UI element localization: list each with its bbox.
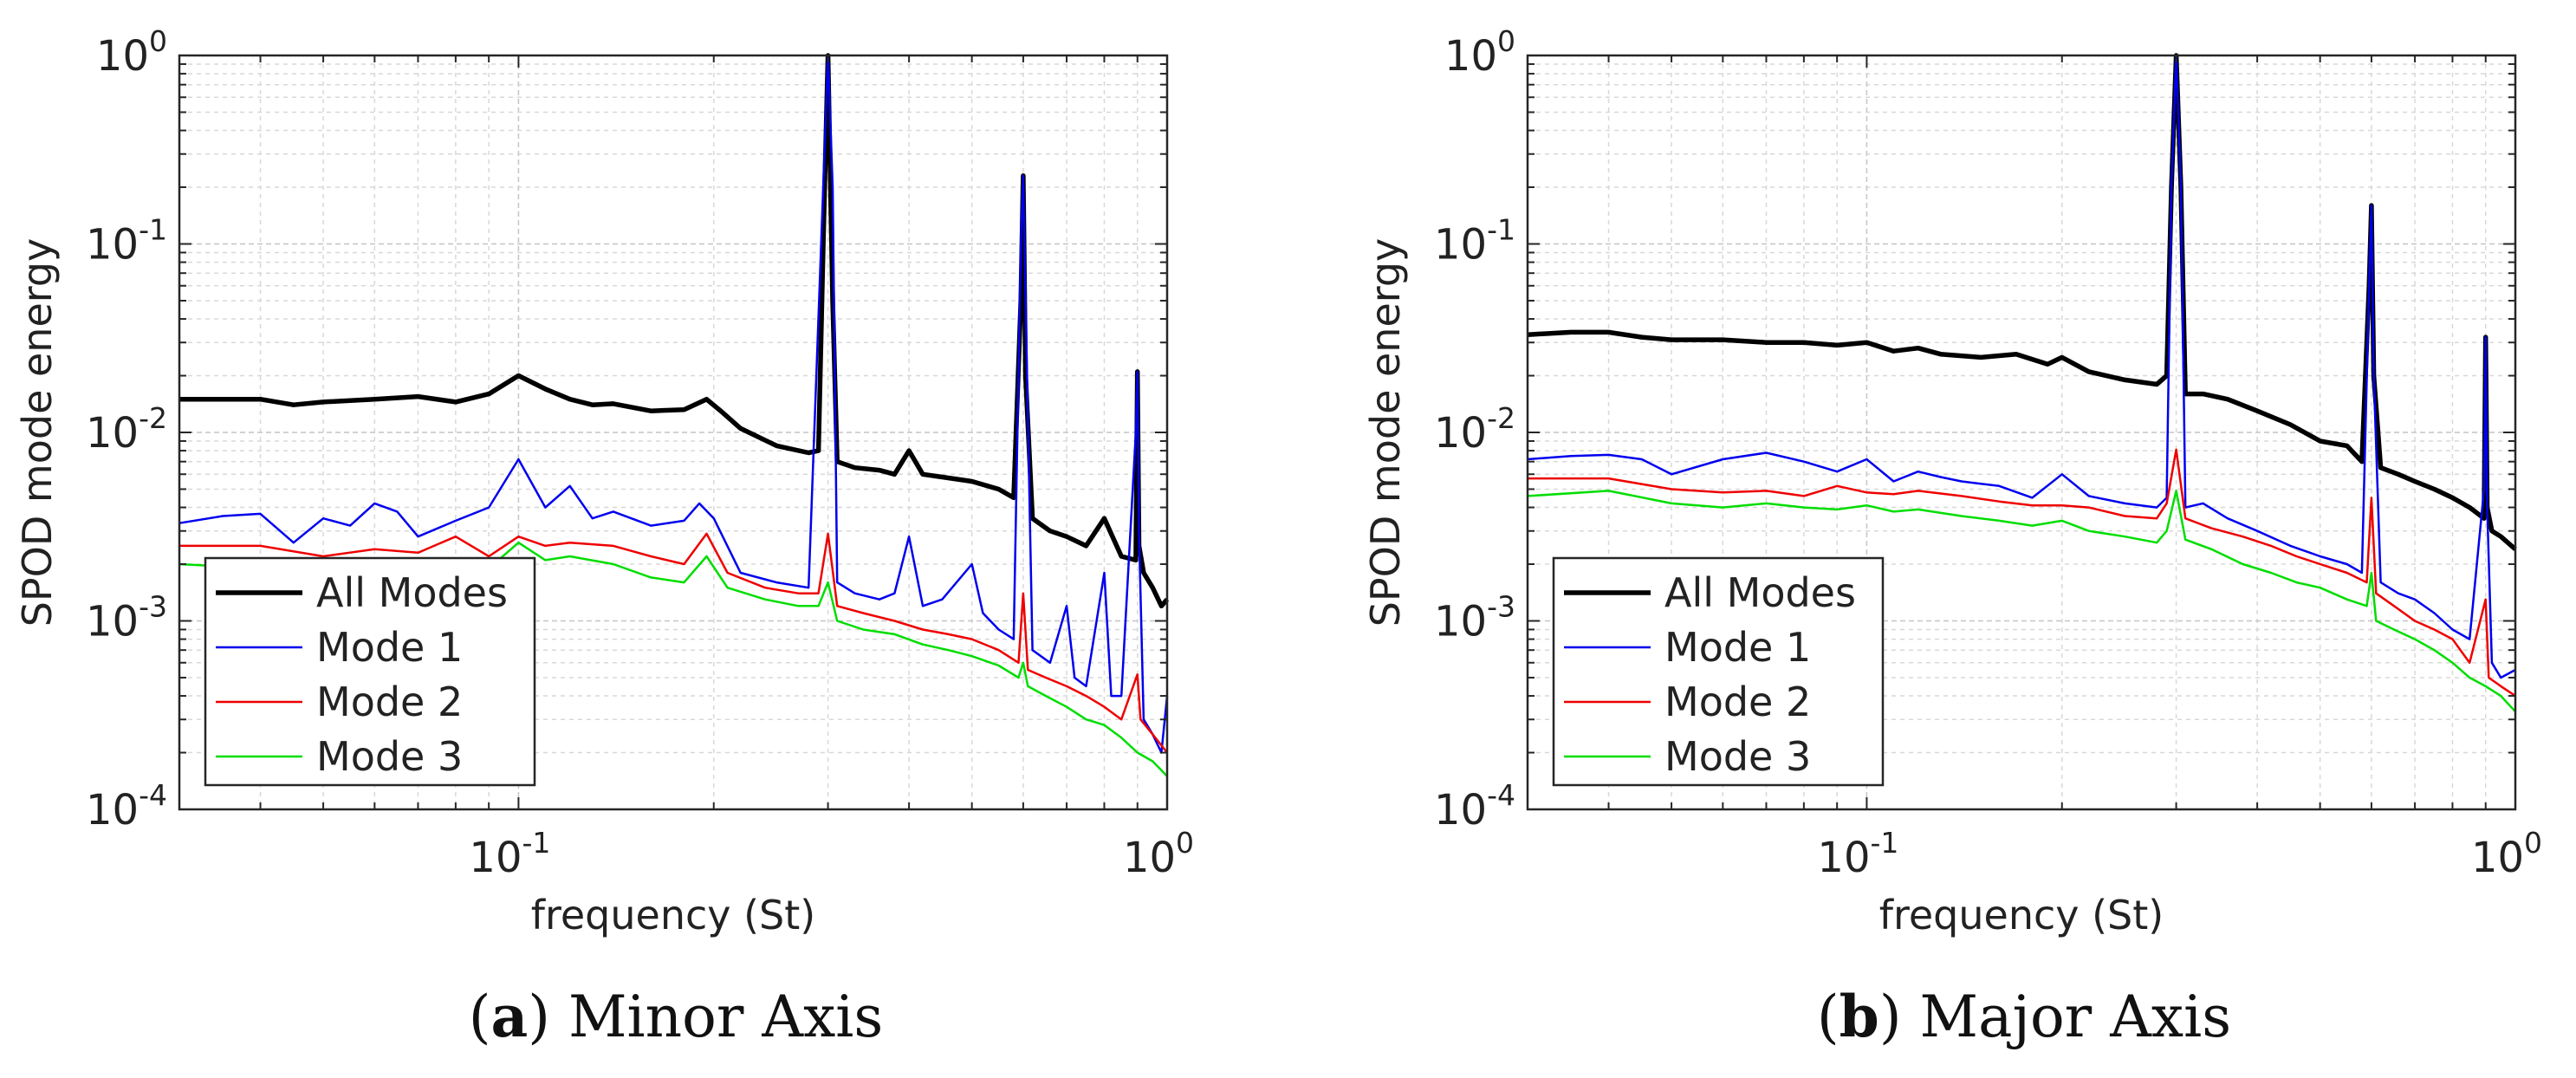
x-tick-base: 10 (2471, 834, 2524, 882)
y-axis-label: SPOD mode energy (1362, 238, 1409, 627)
caption-text: Minor Axis (568, 984, 883, 1050)
y-tick-exponent: -1 (1487, 213, 1515, 247)
y-tick-base: 10 (1444, 32, 1497, 81)
legend-label: Mode 2 (1664, 679, 1811, 725)
x-tick-base: 10 (1817, 834, 1870, 882)
y-tick-label: 10-4 (1434, 778, 1515, 834)
series-group (1527, 53, 2517, 713)
y-tick-base: 10 (86, 409, 139, 458)
legend: All Modes Mode 1 Mode 2 Mode 3 (204, 556, 536, 787)
y-tick-exponent: -2 (139, 401, 167, 435)
y-tick-label: 10-2 (1434, 401, 1515, 458)
x-tick-label: 10-1 (1817, 826, 1898, 882)
y-axis-label: SPOD mode energy (14, 238, 61, 627)
caption-paren-close: ) (528, 984, 568, 1050)
x-tick-base: 10 (1123, 834, 1176, 882)
y-tick-label: 10-4 (86, 778, 167, 834)
y-tick-label: 10-3 (86, 590, 167, 646)
grid (178, 55, 1168, 810)
caption-text: Major Axis (1920, 984, 2232, 1050)
x-tick-exponent: 0 (1176, 826, 1194, 860)
y-tick-base: 10 (86, 786, 139, 834)
legend-label: Mode 1 (1664, 624, 1811, 671)
caption-paren-open: ( (1817, 984, 1840, 1050)
y-tick-label: 10-1 (86, 213, 167, 270)
legend-label: Mode 3 (1664, 733, 1811, 780)
x-tick-label: 10-1 (469, 826, 550, 882)
y-tick-base: 10 (1434, 409, 1487, 458)
y-tick-exponent: -1 (139, 213, 167, 247)
x-tick-exponent: -1 (1871, 826, 1899, 860)
y-tick-exponent: -4 (139, 778, 167, 812)
x-tick-exponent: -1 (522, 826, 551, 860)
y-tick-label: 100 (96, 24, 167, 81)
caption-letter: a (490, 983, 528, 1050)
y-tick-base: 10 (1434, 598, 1487, 646)
legend-label: Mode 1 (316, 624, 463, 671)
y-tick-base: 10 (96, 32, 149, 81)
series-line-mode-2 (179, 532, 1168, 754)
legend-label: Mode 3 (316, 733, 463, 780)
y-tick-base: 10 (86, 221, 139, 270)
series-line-all-modes (179, 53, 1170, 609)
legend-label: Mode 2 (316, 679, 463, 725)
x-tick-exponent: 0 (2524, 826, 2542, 860)
legend-label: All Modes (1664, 569, 1856, 616)
series-line-mode-1 (1527, 54, 2516, 679)
y-tick-exponent: -3 (139, 590, 167, 624)
y-tick-exponent: -2 (1487, 401, 1515, 435)
caption-letter: b (1840, 983, 1879, 1050)
caption-paren-open: ( (469, 984, 491, 1050)
figure-caption: (b) Major Axis (1817, 983, 2231, 1050)
y-tick-base: 10 (1434, 786, 1487, 834)
series-line-mode-2 (1528, 448, 2516, 698)
y-tick-label: 10-2 (86, 401, 167, 458)
y-tick-exponent: 0 (149, 24, 167, 58)
y-tick-base: 10 (1434, 221, 1487, 270)
series-line-mode-1 (178, 54, 1169, 754)
series-line-all-modes (1527, 53, 2517, 551)
y-tick-exponent: -4 (1487, 778, 1515, 812)
legend-box (204, 556, 536, 787)
x-axis-label: frequency (St) (531, 892, 815, 938)
caption-paren-close: ) (1879, 984, 1920, 1050)
y-tick-label: 100 (1444, 24, 1515, 81)
legend-box (1552, 556, 1885, 787)
x-tick-base: 10 (469, 834, 522, 882)
legend-label: All Modes (316, 569, 508, 616)
y-tick-exponent: -3 (1487, 590, 1515, 624)
y-tick-label: 10-3 (1434, 590, 1515, 646)
y-tick-exponent: 0 (1497, 24, 1515, 58)
x-tick-label: 100 (2471, 826, 2542, 882)
series-line-mode-3 (1527, 490, 2516, 713)
figure-caption: (a) Minor Axis (469, 983, 884, 1050)
x-tick-label: 100 (1123, 826, 1194, 882)
legend: All Modes Mode 1 Mode 2 Mode 3 (1552, 556, 1885, 787)
y-tick-base: 10 (86, 598, 139, 646)
x-axis-label: frequency (St) (1879, 892, 2164, 938)
y-tick-label: 10-1 (1434, 213, 1515, 270)
